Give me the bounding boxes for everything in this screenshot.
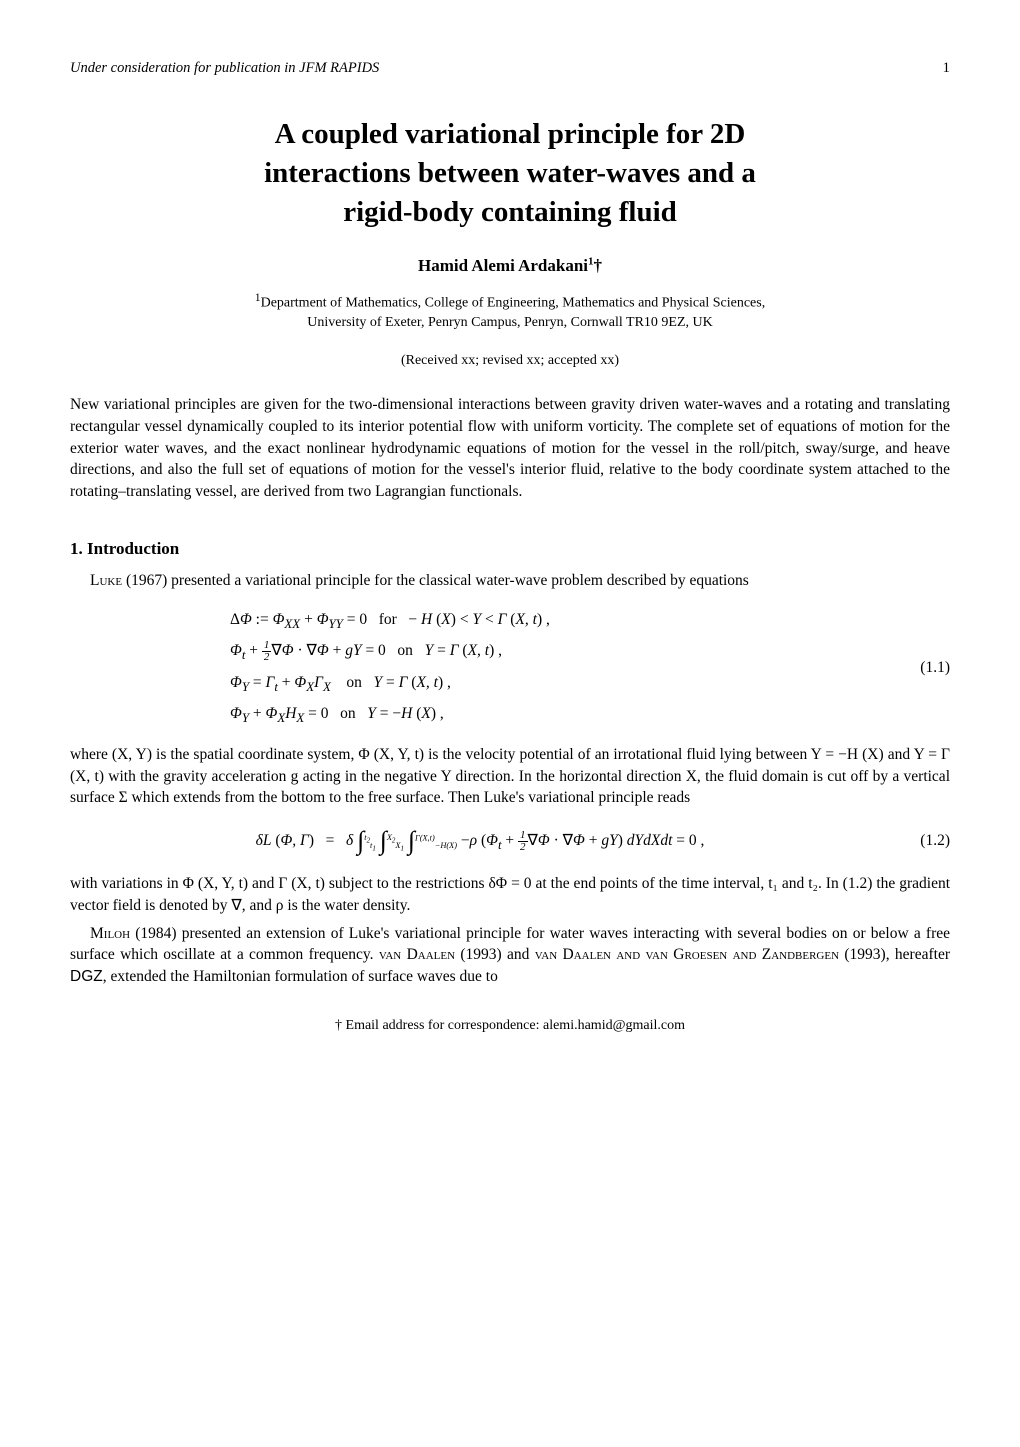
para1-text: (1967) presented a variational principle…	[122, 572, 749, 589]
equation-1-2-content: δL (Φ, Γ) = δ ∫t2t1 ∫X2X1 ∫Γ(X,t)−H(X) −…	[70, 823, 890, 859]
author-line: Hamid Alemi Ardakani1†	[70, 254, 950, 278]
eq-1-1-line-2: Φt + 12∇Φ · ∇Φ + gY = 0 on Y = Γ (X, t) …	[230, 640, 890, 664]
author-dagger: †	[594, 256, 603, 275]
author-miloh: Miloh	[90, 925, 130, 942]
section-1-heading: 1. Introduction	[70, 537, 950, 561]
affil-line2: University of Exeter, Penryn Campus, Pen…	[307, 315, 713, 330]
title-line-3: rigid-body containing fluid	[343, 196, 677, 228]
affiliation: 1Department of Mathematics, College of E…	[70, 290, 950, 332]
author-vandaalen: van Daalen	[379, 946, 455, 963]
para4-mid3: (1993), hereafter	[839, 946, 950, 963]
equation-1-1: ΔΦ := ΦXX + ΦYY = 0 for − H (X) < Y < Γ …	[70, 602, 950, 734]
equation-1-2: δL (Φ, Γ) = δ ∫t2t1 ∫X2X1 ∫Γ(X,t)−H(X) −…	[70, 823, 950, 859]
title-line-1: A coupled variational principle for 2D	[275, 118, 746, 150]
equation-1-2-number: (1.2)	[890, 830, 950, 852]
received-line: (Received xx; revised xx; accepted xx)	[70, 351, 950, 371]
header-row: Under consideration for publication in J…	[70, 58, 950, 79]
affil-line1: Department of Mathematics, College of En…	[261, 296, 766, 311]
footnote-text: Email address for correspondence: alemi.…	[342, 1018, 685, 1033]
author-luke: Luke	[90, 572, 122, 589]
abstract: New variational principles are given for…	[70, 394, 950, 502]
eq-1-1-line-4: ΦY + ΦXHX = 0 on Y = −H (X) ,	[230, 703, 890, 727]
eq-1-1-line-3: ΦY = Γt + ΦXΓX on Y = Γ (X, t) ,	[230, 672, 890, 696]
para4-post: , extended the Hamiltonian formulation o…	[103, 968, 498, 985]
section-1-para-2: where (X, Y) is the spatial coordinate s…	[70, 744, 950, 809]
page-number: 1	[943, 58, 951, 79]
author-vandaalen-etal: van Daalen and van Groesen and Zandberge…	[535, 946, 839, 963]
eq-1-1-line-1: ΔΦ := ΦXX + ΦYY = 0 for − H (X) < Y < Γ …	[230, 609, 890, 633]
section-1-para-3: with variations in Φ (X, Y, t) and Γ (X,…	[70, 873, 950, 916]
author-name: Hamid Alemi Ardakani	[418, 256, 588, 275]
para4-mid2: (1993) and	[455, 946, 535, 963]
section-1-para-1: Luke (1967) presented a variational prin…	[70, 570, 950, 592]
equation-1-1-content: ΔΦ := ΦXX + ΦYY = 0 for − H (X) < Y < Γ …	[70, 602, 890, 734]
correspondence-footnote: † Email address for correspondence: alem…	[70, 1016, 950, 1036]
paper-title: A coupled variational principle for 2D i…	[70, 115, 950, 232]
section-1-para-4: Miloh (1984) presented an extension of L…	[70, 923, 950, 988]
footnote-dagger: †	[335, 1018, 342, 1033]
dgz-abbrev: DGZ	[70, 968, 103, 985]
equation-1-1-number: (1.1)	[890, 657, 950, 679]
title-line-2: interactions between water-waves and a	[264, 157, 756, 189]
journal-header: Under consideration for publication in J…	[70, 58, 379, 78]
